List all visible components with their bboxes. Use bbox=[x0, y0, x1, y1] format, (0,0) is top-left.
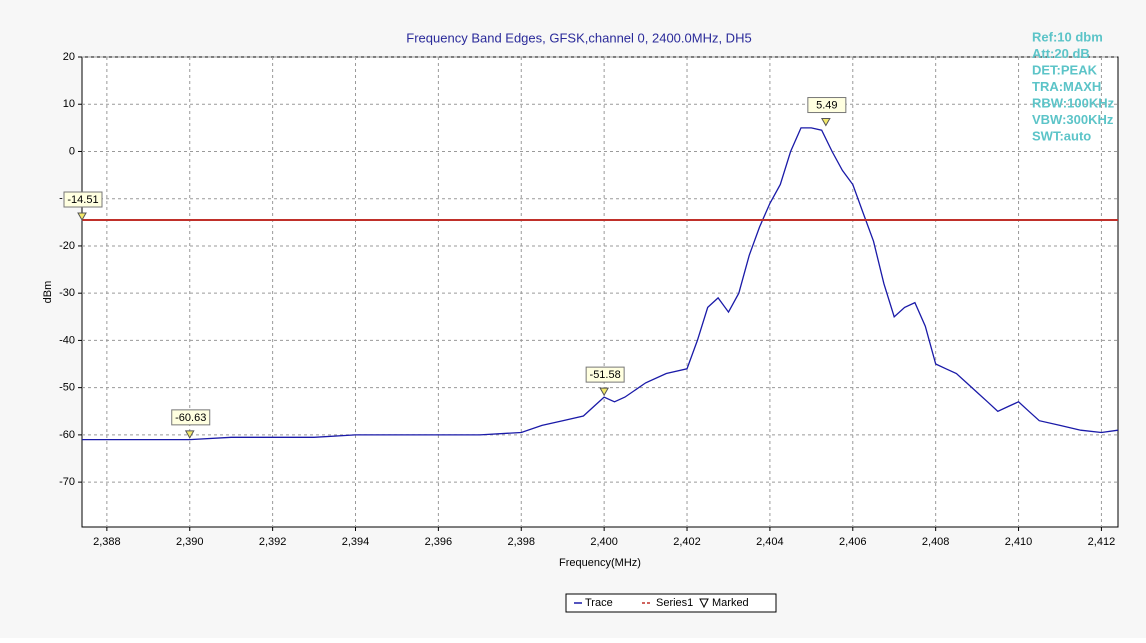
annotation: Att:20 dB bbox=[1032, 46, 1090, 61]
annotation: Ref:10 dbm bbox=[1032, 29, 1103, 44]
y-tick-label: -40 bbox=[59, 334, 75, 346]
marker-label: -60.63 bbox=[175, 412, 206, 424]
y-tick-label: -50 bbox=[59, 382, 75, 394]
x-tick-label: 2,392 bbox=[259, 536, 287, 548]
marker-label-box bbox=[807, 97, 847, 114]
marker-label-box bbox=[585, 366, 625, 383]
marker bbox=[599, 387, 610, 397]
marker bbox=[77, 212, 87, 222]
y-tick-label: -70 bbox=[59, 476, 75, 488]
marker-label-box bbox=[171, 409, 211, 426]
marker bbox=[184, 430, 195, 439]
y-tick-label: 20 bbox=[63, 51, 75, 63]
legend bbox=[565, 593, 777, 613]
legend-label: Marked bbox=[712, 597, 749, 609]
annotation: SWT:auto bbox=[1032, 128, 1091, 143]
marker-label-box bbox=[63, 191, 103, 208]
x-tick-label: 2,400 bbox=[590, 536, 618, 548]
x-axis-label: Frequency(MHz) bbox=[559, 557, 641, 569]
x-tick-label: 2,388 bbox=[93, 536, 121, 548]
annotation: TRA:MAXH bbox=[1032, 79, 1101, 94]
y-tick-label: 10 bbox=[63, 98, 75, 110]
marker-label: 5.49 bbox=[816, 99, 837, 111]
x-tick-label: 2,394 bbox=[342, 536, 370, 548]
trace-line bbox=[82, 127, 1119, 441]
plot-area bbox=[81, 56, 1119, 528]
chart-title: Frequency Band Edges, GFSK,channel 0, 24… bbox=[406, 30, 751, 45]
legend-label: Series1 bbox=[656, 597, 693, 609]
x-tick-label: 2,408 bbox=[922, 536, 950, 548]
x-tick-label: 2,398 bbox=[507, 536, 535, 548]
legend-swatch bbox=[699, 598, 709, 609]
y-tick-label: -20 bbox=[59, 240, 75, 252]
annotation: RBW:100KHz bbox=[1032, 95, 1115, 110]
x-tick-label: 2,412 bbox=[1088, 536, 1116, 548]
marker bbox=[820, 118, 831, 127]
y-tick-label: -60 bbox=[59, 429, 75, 441]
y-axis-label: dBm bbox=[42, 281, 54, 304]
marker-label: -14.51 bbox=[67, 194, 98, 206]
y-tick-label: 0 bbox=[69, 145, 75, 157]
x-tick-label: 2,396 bbox=[425, 536, 453, 548]
marker-label: -51.58 bbox=[590, 369, 621, 381]
x-tick-label: 2,410 bbox=[1005, 536, 1033, 548]
annotation: VBW:300KHz bbox=[1032, 112, 1114, 127]
x-tick-label: 2,404 bbox=[756, 536, 784, 548]
annotation: DET:PEAK bbox=[1032, 62, 1098, 77]
legend-label: Trace bbox=[585, 597, 613, 609]
x-tick-label: 2,402 bbox=[673, 536, 701, 548]
x-tick-label: 2,390 bbox=[176, 536, 204, 548]
x-tick-label: 2,406 bbox=[839, 536, 867, 548]
y-tick-label: -30 bbox=[59, 287, 75, 299]
